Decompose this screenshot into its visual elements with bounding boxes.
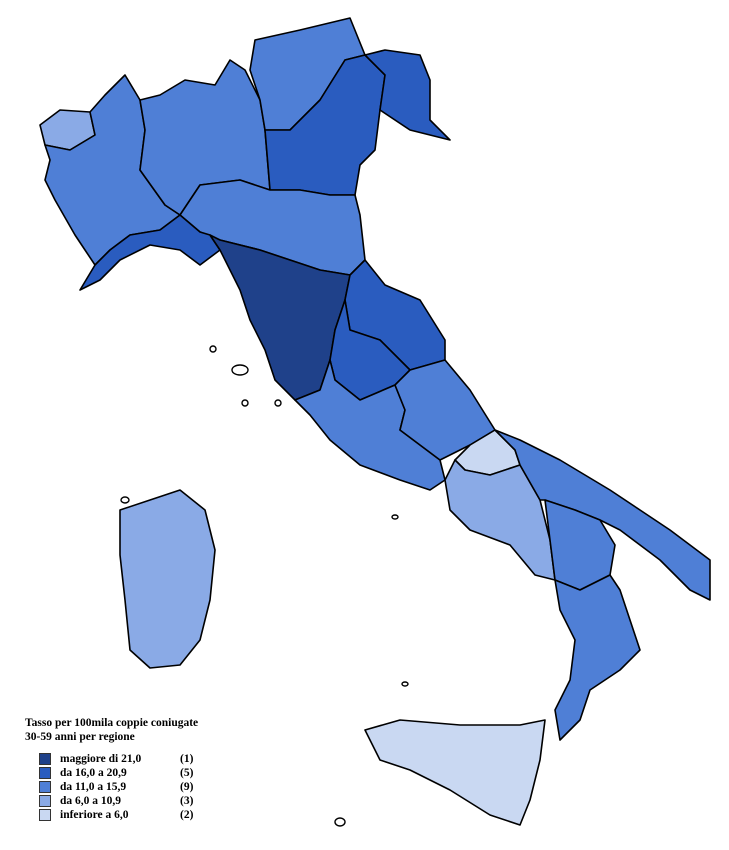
island <box>274 399 282 407</box>
legend-count: (2) <box>180 809 194 821</box>
legend-item: maggiore di 21,0 (1) <box>39 752 198 766</box>
legend-item: da 11,0 a 15,9 (9) <box>39 780 198 794</box>
legend-count: (9) <box>180 781 194 793</box>
island <box>391 514 399 520</box>
legend-label: da 16,0 a 20,9 <box>60 767 127 779</box>
region-friuli-venezia-giulia <box>364 49 451 141</box>
legend-swatch <box>39 753 51 765</box>
legend: Tasso per 100mila coppie coniugate 30-59… <box>25 716 198 822</box>
legend-title-line1: Tasso per 100mila coppie coniugate <box>25 717 199 729</box>
region-abruzzo <box>394 359 496 461</box>
legend-count: (5) <box>180 767 194 779</box>
legend-item: da 16,0 a 20,9 (5) <box>39 766 198 780</box>
legend-swatch <box>39 767 51 779</box>
island <box>120 496 130 504</box>
legend-title-line2: 30-59 anni per regione <box>25 731 135 743</box>
region-sicilia <box>364 719 546 826</box>
legend-label: maggiore di 21,0 <box>60 753 142 765</box>
legend-swatch <box>39 781 51 793</box>
region-calabria <box>554 574 641 741</box>
legend-item: da 6,0 a 10,9 (3) <box>39 794 198 808</box>
legend-label: da 6,0 a 10,9 <box>60 795 122 807</box>
legend-count: (1) <box>180 753 194 765</box>
island <box>241 399 249 407</box>
island <box>231 364 249 376</box>
legend-label: inferiore a 6,0 <box>60 809 129 821</box>
island <box>209 345 217 353</box>
legend-count: (3) <box>180 795 194 807</box>
region-sardegna <box>119 489 216 669</box>
legend-item: inferiore a 6,0 (2) <box>39 808 198 822</box>
legend-swatch <box>39 795 51 807</box>
island <box>334 817 346 827</box>
legend-swatch <box>39 809 51 821</box>
legend-label: da 11,0 a 15,9 <box>60 781 127 793</box>
region-puglia <box>494 429 711 601</box>
island <box>401 681 409 687</box>
